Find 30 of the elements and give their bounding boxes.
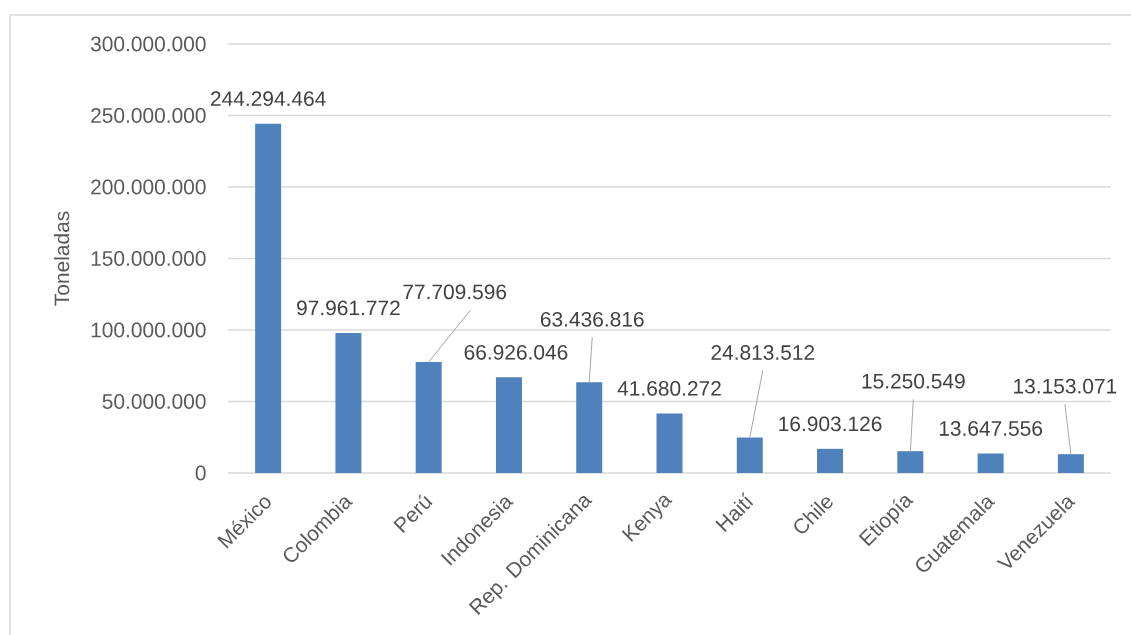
bar	[656, 413, 683, 473]
y-tick-label: 50.000.000	[102, 394, 206, 409]
y-tick-label: 0	[195, 465, 206, 481]
y-axis-title: Toneladas	[53, 211, 70, 306]
data-label: 66.926.046	[464, 344, 568, 360]
bar	[576, 382, 603, 473]
data-label: 13.153.071	[1014, 378, 1117, 394]
data-label: 41.680.272	[617, 380, 721, 396]
bar	[977, 453, 1004, 473]
data-label: 24.813.512	[711, 345, 815, 360]
y-tick-label: 150.000.000	[91, 251, 206, 266]
bar	[736, 437, 763, 473]
data-label: 13.647.556	[939, 421, 1043, 436]
data-label: 63.436.816	[540, 311, 644, 327]
bar	[255, 123, 282, 473]
y-tick-label: 200.000.000	[91, 179, 206, 195]
bar	[415, 361, 442, 473]
data-label: 97.961.772	[297, 300, 400, 316]
bar	[495, 377, 522, 473]
bar	[897, 451, 924, 473]
bar	[1057, 454, 1084, 473]
data-label: 77.709.596	[403, 284, 507, 300]
data-label: 16.903.126	[779, 416, 882, 432]
y-tick-label: 250.000.000	[91, 108, 206, 123]
y-tick-label: 300.000.000	[90, 36, 206, 52]
bar	[335, 332, 362, 473]
bar	[817, 448, 844, 473]
data-label: 15.250.549	[862, 373, 965, 389]
data-label: 244.294.464	[211, 91, 326, 107]
y-tick-label: 100.000.000	[91, 322, 206, 338]
